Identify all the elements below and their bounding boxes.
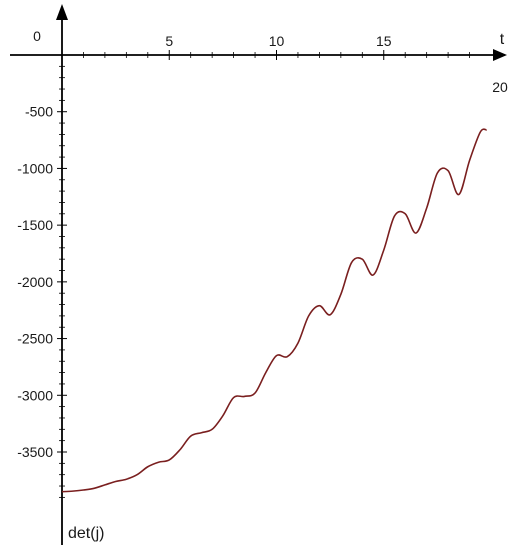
x-ticks: 0 5 10 15 20	[33, 28, 508, 95]
x-axis-title: t	[500, 31, 505, 48]
series-line	[61, 128, 487, 493]
x-axis-arrow-icon	[493, 49, 507, 61]
y-axis-title: det(j)	[68, 525, 104, 542]
x-tick-label: 0	[33, 28, 41, 44]
y-tick-label: -3000	[17, 387, 53, 403]
x-tick-label: 5	[165, 33, 173, 49]
x-tick-label: 10	[269, 33, 285, 49]
y-tick-label: -500	[25, 104, 53, 120]
y-tick-label: -2000	[17, 274, 53, 290]
x-tick-label: 15	[376, 33, 392, 49]
y-ticks: -500 -1000 -1500 -2000 -2500 -3000 -3500	[17, 65, 67, 498]
x-tick-label: 20	[492, 79, 508, 95]
y-axis-arrow-icon	[56, 4, 68, 20]
y-tick-label: -3500	[17, 444, 53, 460]
y-tick-label: -1500	[17, 217, 53, 233]
y-tick-label: -1000	[17, 160, 53, 176]
y-tick-label: -2500	[17, 331, 53, 347]
